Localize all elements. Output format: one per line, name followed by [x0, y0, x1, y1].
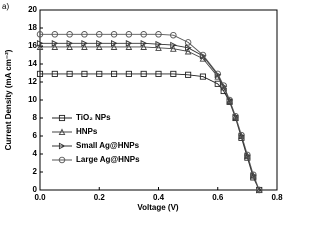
legend-label: Large Ag@HNPs — [76, 155, 140, 164]
marker — [199, 51, 207, 59]
marker — [110, 43, 118, 50]
marker — [36, 70, 44, 77]
x-tick-label: 0.4 — [153, 193, 165, 202]
marker — [125, 70, 132, 77]
marker — [214, 80, 221, 87]
marker — [36, 31, 44, 38]
marker — [66, 31, 73, 38]
marker — [140, 43, 148, 50]
marker — [66, 39, 74, 47]
marker — [140, 70, 147, 77]
x-tick-label: 0.2 — [94, 193, 106, 202]
y-tick-label: 6 — [33, 131, 38, 140]
y-tick-label: 0 — [33, 185, 38, 194]
marker — [95, 43, 103, 50]
marker — [110, 31, 118, 38]
legend-marker — [58, 142, 66, 150]
marker — [81, 31, 88, 38]
marker — [111, 39, 118, 47]
marker — [155, 70, 162, 77]
marker — [155, 31, 162, 38]
marker — [220, 82, 227, 89]
marker — [96, 39, 103, 47]
marker — [169, 45, 177, 52]
marker — [155, 40, 163, 48]
marker — [184, 39, 192, 46]
series-line — [40, 42, 260, 191]
y-tick-label: 16 — [28, 41, 37, 50]
marker — [96, 70, 103, 77]
marker — [238, 131, 245, 139]
marker — [170, 31, 177, 39]
x-tick-label: 0.6 — [212, 193, 224, 202]
legend-label: HNPs — [76, 127, 98, 136]
x-axis-label: Voltage (V) — [137, 203, 179, 212]
marker — [111, 70, 118, 77]
legend-label: Small Ag@HNPs — [76, 141, 140, 150]
y-tick-label: 4 — [33, 149, 38, 158]
marker — [81, 70, 88, 77]
marker — [199, 54, 207, 62]
marker — [125, 31, 133, 38]
x-tick-label: 0.8 — [271, 193, 283, 202]
marker — [226, 96, 233, 104]
marker — [250, 171, 257, 178]
marker — [125, 39, 133, 47]
y-axis-label: Current Density (mA cm⁻²) — [4, 49, 13, 150]
legend-marker — [58, 128, 66, 136]
y-tick-label: 14 — [28, 59, 37, 68]
marker — [244, 152, 251, 159]
y-tick-label: 12 — [28, 77, 37, 86]
marker — [66, 43, 73, 50]
marker — [185, 44, 192, 52]
marker — [51, 31, 59, 38]
series-line — [40, 33, 260, 191]
chart: a) Voltage (V) Current Density (mA cm⁻²)… — [2, 2, 283, 212]
marker — [244, 151, 251, 159]
marker — [238, 132, 245, 140]
marker — [140, 39, 148, 47]
legend-label: TiO₂ NPs — [76, 113, 111, 122]
marker — [140, 31, 147, 38]
y-tick-label: 20 — [28, 5, 37, 14]
marker — [81, 43, 88, 50]
marker — [170, 70, 177, 77]
series-line — [40, 46, 260, 191]
marker — [51, 39, 59, 47]
marker — [249, 171, 257, 179]
marker — [170, 41, 177, 49]
marker — [81, 39, 89, 47]
y-tick-label: 2 — [33, 167, 38, 176]
x-tick-label: 0.0 — [34, 193, 46, 202]
marker — [155, 44, 162, 51]
marker — [51, 43, 59, 50]
y-tick-label: 8 — [33, 113, 38, 122]
marker — [95, 31, 103, 38]
legend-marker — [58, 114, 66, 122]
marker — [66, 70, 73, 77]
y-tick-label: 10 — [28, 95, 37, 104]
marker — [51, 70, 58, 77]
marker — [184, 47, 192, 55]
marker — [199, 73, 206, 80]
legend-marker — [58, 156, 66, 164]
marker — [232, 113, 239, 121]
marker — [185, 71, 192, 78]
y-tick-label: 18 — [28, 23, 37, 32]
marker — [36, 39, 44, 47]
marker — [232, 112, 239, 120]
marker — [125, 43, 133, 50]
marker — [214, 70, 221, 78]
marker — [255, 186, 263, 194]
marker — [36, 43, 44, 50]
panel-label: a) — [2, 2, 9, 11]
